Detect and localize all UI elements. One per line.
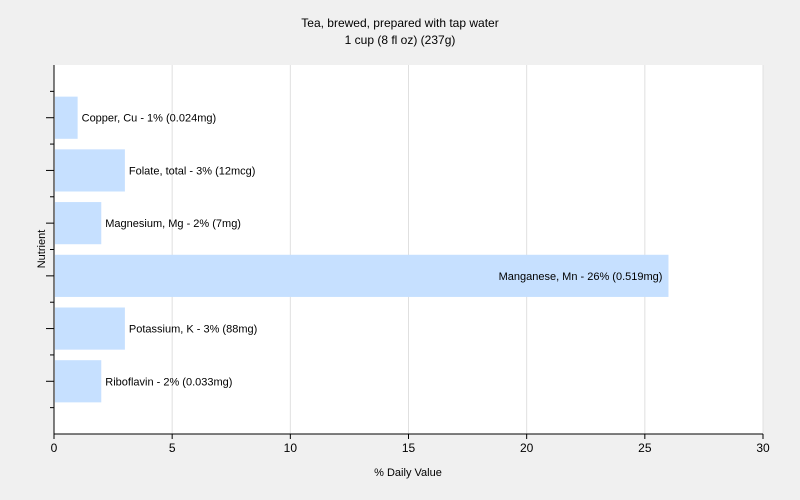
bar-label: Riboflavin - 2% (0.033mg) [105, 376, 232, 388]
bar-label: Magnesium, Mg - 2% (7mg) [105, 218, 241, 230]
chart-title: Tea, brewed, prepared with tap water [301, 16, 498, 30]
x-tick-label: 0 [51, 441, 58, 455]
bar [55, 307, 125, 350]
x-tick-label: 30 [756, 441, 770, 455]
x-tick-label: 15 [402, 441, 416, 455]
bar-label: Potassium, K - 3% (88mg) [129, 324, 257, 336]
bar-label: Manganese, Mn - 26% (0.519mg) [499, 271, 663, 283]
y-ticks [46, 90, 54, 409]
bar [55, 360, 102, 403]
bar-label: Copper, Cu - 1% (0.024mg) [82, 113, 217, 125]
bar [55, 254, 669, 297]
x-ticks: 0 5 10 15 20 25 30 [51, 434, 770, 455]
bar [55, 202, 102, 245]
grid-lines [171, 65, 764, 434]
x-tick-label: 5 [169, 441, 176, 455]
chart-subtitle: 1 cup (8 fl oz) (237g) [345, 33, 456, 47]
bars: Copper, Cu - 1% (0.024mg) Folate, total -… [55, 96, 669, 403]
x-axis-label: % Daily Value [374, 467, 442, 479]
bar [55, 96, 78, 139]
x-tick-label: 20 [520, 441, 534, 455]
bar [55, 149, 125, 192]
x-tick-label: 25 [638, 441, 652, 455]
x-tick-label: 10 [284, 441, 298, 455]
y-axis-label: Nutrient [36, 230, 48, 269]
bar-label: Folate, total - 3% (12mcg) [129, 165, 256, 177]
